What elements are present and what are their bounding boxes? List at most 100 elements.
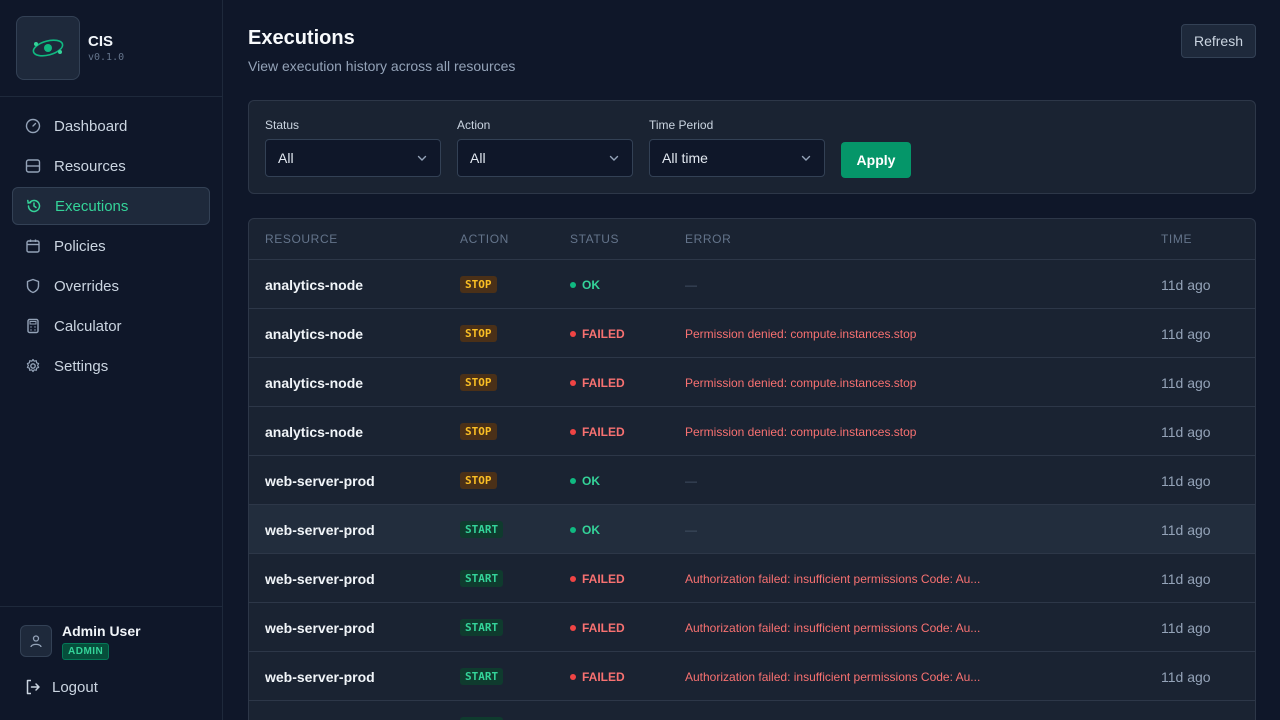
table-row[interactable]: web-server-prod START OK — 11d ago xyxy=(249,505,1255,554)
resource-name[interactable]: web-server-prod xyxy=(265,570,375,587)
table-row[interactable]: analytics-node STOP OK — 11d ago xyxy=(249,260,1255,309)
execution-time: 11d ago xyxy=(1161,521,1211,538)
apply-button[interactable]: Apply xyxy=(841,142,911,178)
sidebar-item-calculator[interactable]: Calculator xyxy=(12,307,210,345)
resource-name[interactable]: web-server-prod xyxy=(265,472,375,489)
resource-name[interactable]: analytics-node xyxy=(265,423,364,440)
status-dot-icon xyxy=(570,624,576,631)
resource-name[interactable]: web-server-prod xyxy=(265,521,375,538)
status-badge: FAILED xyxy=(570,572,625,586)
table-row[interactable]: analytics-node STOP FAILED Permission denie… xyxy=(249,358,1255,407)
period-filter-label: Time Period xyxy=(649,118,714,132)
error-message: Authorization failed: insufficient permi… xyxy=(685,620,981,635)
action-select[interactable]: All xyxy=(457,139,633,177)
execution-time: 11d ago xyxy=(1161,619,1211,636)
resource-name[interactable]: web-server-prod xyxy=(265,619,375,636)
action-badge: START xyxy=(460,668,504,685)
sidebar-item-overrides[interactable]: Overrides xyxy=(12,267,210,305)
chevron-down-icon xyxy=(609,155,619,161)
action-badge: STOP xyxy=(460,325,497,342)
status-badge: OK xyxy=(570,523,600,537)
action-badge: STOP xyxy=(460,472,497,489)
user-icon xyxy=(30,635,42,648)
status-select[interactable]: All xyxy=(265,139,441,177)
error-message: — xyxy=(685,277,697,292)
error-message: Permission denied: compute.instances.sto… xyxy=(685,375,917,390)
status-badge: OK xyxy=(570,474,600,488)
action-select-value: All xyxy=(470,150,486,166)
status-badge: FAILED xyxy=(570,621,625,635)
calculator-icon xyxy=(24,317,42,335)
error-message: Authorization failed: insufficient permi… xyxy=(685,719,980,720)
execution-time: 11d ago xyxy=(1161,718,1211,720)
status-text: FAILED xyxy=(582,669,625,684)
app-version: v0.1.0 xyxy=(88,52,125,63)
action-badge: START xyxy=(460,521,504,538)
logout-button[interactable]: Logout xyxy=(24,678,202,696)
resource-name[interactable]: web-server-prod xyxy=(265,668,375,685)
execution-time: 11d ago xyxy=(1161,374,1211,391)
sidebar-item-label: Overrides xyxy=(54,277,120,295)
period-select-value: All time xyxy=(662,150,708,166)
column-header-action[interactable]: ACTION xyxy=(460,232,509,246)
status-dot-icon xyxy=(570,281,576,288)
sidebar-item-settings[interactable]: Settings xyxy=(12,347,210,385)
sidebar-item-label: Policies xyxy=(54,237,106,255)
table-row[interactable]: web-server-prod START FAILED Authorization … xyxy=(249,603,1255,652)
table-header: RESOURCE ACTION STATUS ERROR TIME xyxy=(249,219,1255,260)
execution-time: 11d ago xyxy=(1161,423,1211,440)
status-text: FAILED xyxy=(582,375,625,390)
sidebar-item-resources[interactable]: Resources xyxy=(12,147,210,185)
sidebar-item-dashboard[interactable]: Dashboard xyxy=(12,107,210,145)
orbit-logo-icon[interactable] xyxy=(16,16,80,80)
error-message: — xyxy=(685,473,697,488)
avatar[interactable] xyxy=(20,625,52,657)
status-filter-label: Status xyxy=(265,118,300,132)
table-row[interactable]: analytics-node STOP FAILED Permission denie… xyxy=(249,309,1255,358)
action-badge: START xyxy=(460,619,504,636)
status-text: OK xyxy=(582,277,600,292)
status-text: OK xyxy=(582,473,600,488)
execution-time: 11d ago xyxy=(1161,668,1211,685)
execution-time: 11d ago xyxy=(1161,276,1211,293)
refresh-button[interactable]: Refresh xyxy=(1180,24,1256,58)
column-header-resource[interactable]: RESOURCE xyxy=(265,232,338,246)
sidebar-item-label: Dashboard xyxy=(54,117,128,135)
action-filter-label: Action xyxy=(457,118,491,132)
sidebar-nav: Dashboard Resources Executions Policies … xyxy=(0,97,222,397)
sidebar-item-policies[interactable]: Policies xyxy=(12,227,210,265)
column-header-error[interactable]: ERROR xyxy=(685,232,732,246)
action-badge: START xyxy=(460,570,504,587)
table-row[interactable]: web-server-prodSTARTFAILEDAuthorization … xyxy=(249,701,1255,720)
table-body: analytics-node STOP OK —11d ago analytics-no… xyxy=(249,260,1255,720)
resource-name[interactable]: analytics-node xyxy=(265,374,364,391)
column-header-status[interactable]: STATUS xyxy=(570,232,620,246)
role-badge: ADMIN xyxy=(62,643,110,660)
status-dot-icon xyxy=(570,330,576,337)
action-filter: Action All xyxy=(457,118,633,177)
error-message: Permission denied: compute.instances.sto… xyxy=(685,424,917,439)
resource-name[interactable]: analytics-node xyxy=(265,325,364,342)
action-badge: STOP xyxy=(460,374,497,391)
gear-icon xyxy=(24,357,42,375)
sidebar-item-label: Settings xyxy=(54,357,109,375)
table-row[interactable]: web-server-prod STOP OK — 11d ago xyxy=(249,456,1255,505)
page-subtitle: View execution history across all resour… xyxy=(248,58,516,74)
sidebar-item-executions[interactable]: Executions xyxy=(12,187,210,225)
user-name: Admin User xyxy=(62,623,141,639)
resource-name[interactable]: analytics-node xyxy=(265,276,364,293)
sidebar-item-label: Resources xyxy=(54,157,126,175)
calendar-icon xyxy=(24,237,42,255)
resource-name[interactable]: web-server-prod xyxy=(265,718,375,720)
column-header-time[interactable]: TIME xyxy=(1161,232,1193,246)
action-badge: STOP xyxy=(460,423,497,440)
period-select[interactable]: All time xyxy=(649,139,825,177)
status-text: FAILED xyxy=(582,326,625,341)
chevron-down-icon xyxy=(417,155,427,161)
executions-table: RESOURCE ACTION STATUS ERROR TIME analyt… xyxy=(248,218,1256,720)
table-row[interactable]: analytics-node STOP FAILED Permission denie… xyxy=(249,407,1255,456)
status-badge: FAILED xyxy=(570,670,625,684)
sidebar: CIS v0.1.0 Dashboard Resources Execution… xyxy=(0,0,223,720)
